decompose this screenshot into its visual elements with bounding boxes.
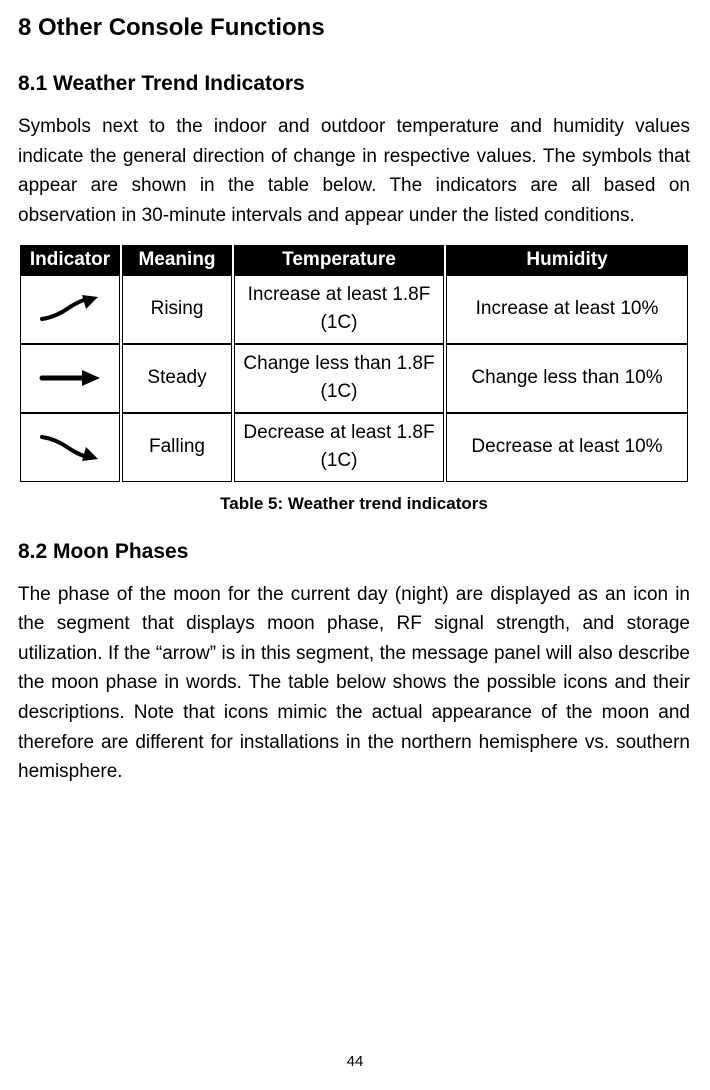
humidity-cell: Decrease at least 10% xyxy=(446,413,688,482)
section-8-1-paragraph: Symbols next to the indoor and outdoor t… xyxy=(18,112,690,231)
chapter-title: 8 Other Console Functions xyxy=(18,14,690,42)
header-temperature: Temperature xyxy=(234,245,444,275)
humidity-cell: Change less than 10% xyxy=(446,344,688,413)
temperature-cell: Decrease at least 1.8F (1C) xyxy=(234,413,444,482)
header-humidity: Humidity xyxy=(446,245,688,275)
section-8-1-heading: 8.1 Weather Trend Indicators xyxy=(18,72,690,96)
humidity-cell: Increase at least 10% xyxy=(446,275,688,344)
meaning-cell: Falling xyxy=(122,413,232,482)
indicator-cell xyxy=(20,275,120,344)
temperature-cell: Change less than 1.8F (1C) xyxy=(234,344,444,413)
table-row: Falling Decrease at least 1.8F (1C) Decr… xyxy=(20,413,688,482)
meaning-cell: Steady xyxy=(122,344,232,413)
rising-arrow-icon xyxy=(38,295,102,323)
indicator-cell xyxy=(20,413,120,482)
steady-arrow-icon xyxy=(38,364,102,392)
table-row: Rising Increase at least 1.8F (1C) Incre… xyxy=(20,275,688,344)
table-caption: Table 5: Weather trend indicators xyxy=(18,494,690,514)
header-meaning: Meaning xyxy=(122,245,232,275)
indicator-cell xyxy=(20,344,120,413)
section-8-2-paragraph: The phase of the moon for the current da… xyxy=(18,580,690,787)
table-header-row: Indicator Meaning Temperature Humidity xyxy=(20,245,688,275)
temperature-cell: Increase at least 1.8F (1C) xyxy=(234,275,444,344)
page-number: 44 xyxy=(0,1053,710,1070)
table-row: Steady Change less than 1.8F (1C) Change… xyxy=(20,344,688,413)
weather-trend-table: Indicator Meaning Temperature Humidity R… xyxy=(18,245,690,482)
section-8-2-heading: 8.2 Moon Phases xyxy=(18,540,690,564)
header-indicator: Indicator xyxy=(20,245,120,275)
meaning-cell: Rising xyxy=(122,275,232,344)
falling-arrow-icon xyxy=(38,433,102,461)
